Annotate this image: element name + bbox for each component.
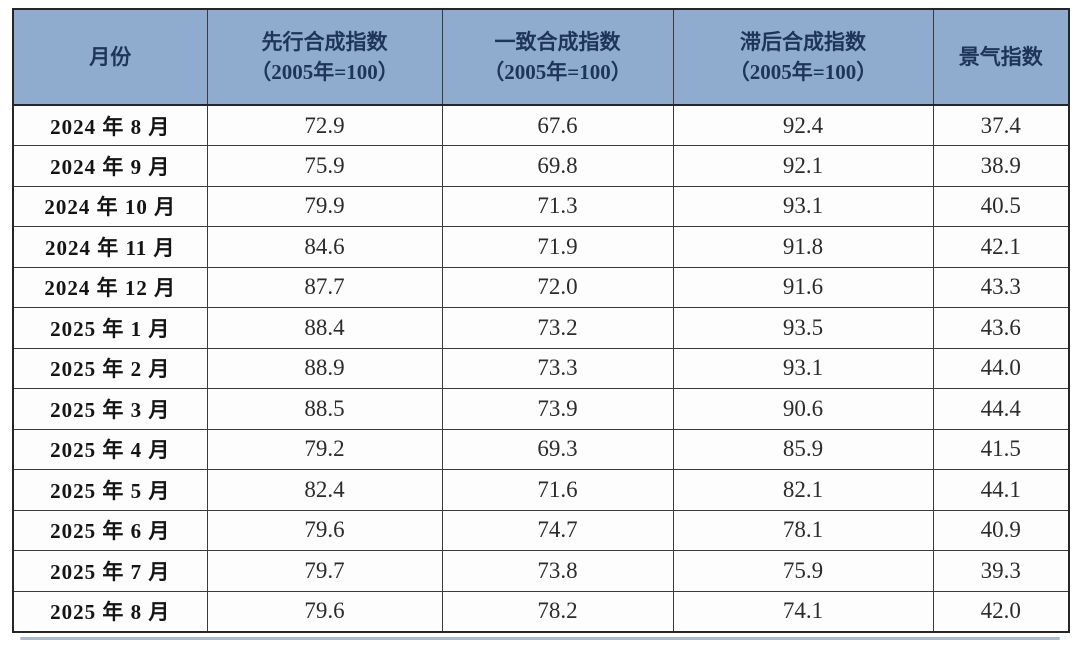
value-cell: 40.9 xyxy=(932,509,1070,551)
col-header-prosperity-label: 景气指数 xyxy=(958,44,1043,69)
value-cell: 88.5 xyxy=(206,388,443,430)
month-cell: 2025 年 8 月 xyxy=(12,590,208,632)
table-row: 2025 年 4 月 79.2 69.3 85.9 41.5 xyxy=(12,428,1070,470)
month-cell: 2025 年 6 月 xyxy=(12,509,208,551)
value-cell: 41.5 xyxy=(932,428,1070,470)
month-cell: 2025 年 4 月 xyxy=(12,428,208,470)
value-cell: 79.6 xyxy=(206,509,443,551)
value-cell: 43.3 xyxy=(932,266,1070,308)
value-cell: 92.1 xyxy=(672,145,934,187)
value-cell: 72.0 xyxy=(441,266,674,308)
month-cell: 2024 年 10 月 xyxy=(12,185,208,227)
month-cell: 2024 年 8 月 xyxy=(12,104,208,146)
table-row: 2024 年 12 月 87.7 72.0 91.6 43.3 xyxy=(12,266,1070,308)
value-cell: 44.0 xyxy=(932,347,1070,389)
value-cell: 87.7 xyxy=(206,266,443,308)
value-cell: 43.6 xyxy=(932,307,1070,349)
value-cell: 74.7 xyxy=(441,509,674,551)
value-cell: 88.4 xyxy=(206,307,443,349)
value-cell: 85.9 xyxy=(672,428,934,470)
value-cell: 79.6 xyxy=(206,590,443,632)
value-cell: 93.1 xyxy=(672,185,934,227)
col-header-month: 月份 xyxy=(12,8,208,106)
value-cell: 93.1 xyxy=(672,347,934,389)
value-cell: 84.6 xyxy=(206,226,443,268)
table-row: 2024 年 11 月 84.6 71.9 91.8 42.1 xyxy=(12,226,1070,268)
table-row: 2024 年 9 月 75.9 69.8 92.1 38.9 xyxy=(12,145,1070,187)
col-header-lagging-sublabel: （2005年=100） xyxy=(728,60,878,84)
value-cell: 92.4 xyxy=(672,104,934,146)
value-cell: 39.3 xyxy=(932,550,1070,592)
value-cell: 69.3 xyxy=(441,428,674,470)
value-cell: 42.0 xyxy=(932,590,1070,632)
value-cell: 42.1 xyxy=(932,226,1070,268)
col-header-coincident-sublabel: （2005年=100） xyxy=(483,60,632,84)
value-cell: 73.2 xyxy=(441,307,674,349)
value-cell: 73.9 xyxy=(441,388,674,430)
table-row: 2025 年 3 月 88.5 73.9 90.6 44.4 xyxy=(12,388,1070,430)
col-header-leading-label: 先行合成指数 xyxy=(261,29,388,54)
col-header-month-label: 月份 xyxy=(89,44,132,69)
col-header-coincident-index: 一致合成指数 （2005年=100） xyxy=(441,8,674,106)
table-row: 2025 年 7 月 79.7 73.8 75.9 39.3 xyxy=(12,550,1070,592)
month-cell: 2025 年 7 月 xyxy=(12,550,208,592)
table-row: 2024 年 10 月 79.9 71.3 93.1 40.5 xyxy=(12,185,1070,227)
header-row: 月份 先行合成指数 （2005年=100） 一致合成指数 （2005年=100）… xyxy=(12,8,1070,106)
col-header-prosperity-index: 景气指数 xyxy=(932,8,1070,106)
table-row: 2025 年 6 月 79.6 74.7 78.1 40.9 xyxy=(12,509,1070,551)
value-cell: 40.5 xyxy=(932,185,1070,227)
table-row: 2025 年 5 月 82.4 71.6 82.1 44.1 xyxy=(12,469,1070,511)
value-cell: 82.4 xyxy=(206,469,443,511)
month-cell: 2025 年 3 月 xyxy=(12,388,208,430)
month-cell: 2025 年 2 月 xyxy=(12,347,208,389)
table-row: 2025 年 8 月 79.6 78.2 74.1 42.0 xyxy=(12,590,1070,632)
table-body: 2024 年 8 月 72.9 67.6 92.4 37.4 2024 年 9 月 75.9… xyxy=(12,104,1070,632)
value-cell: 91.8 xyxy=(672,226,934,268)
value-cell: 75.9 xyxy=(672,550,934,592)
value-cell: 71.9 xyxy=(441,226,674,268)
value-cell: 93.5 xyxy=(672,307,934,349)
value-cell: 79.7 xyxy=(206,550,443,592)
value-cell: 72.9 xyxy=(206,104,443,146)
value-cell: 69.8 xyxy=(441,145,674,187)
table-row: 2025 年 1 月 88.4 73.2 93.5 43.6 xyxy=(12,307,1070,349)
col-header-lagging-label: 滞后合成指数 xyxy=(740,29,866,54)
col-header-leading-index: 先行合成指数 （2005年=100） xyxy=(206,8,443,106)
value-cell: 71.6 xyxy=(441,469,674,511)
value-cell: 91.6 xyxy=(672,266,934,308)
value-cell: 38.9 xyxy=(932,145,1070,187)
value-cell: 73.3 xyxy=(441,347,674,389)
value-cell: 79.9 xyxy=(206,185,443,227)
value-cell: 75.9 xyxy=(206,145,443,187)
table-row: 2024 年 8 月 72.9 67.6 92.4 37.4 xyxy=(12,104,1070,146)
month-cell: 2024 年 11 月 xyxy=(12,226,208,268)
month-cell: 2025 年 5 月 xyxy=(12,469,208,511)
month-cell: 2024 年 12 月 xyxy=(12,266,208,308)
table-row: 2025 年 2 月 88.9 73.3 93.1 44.0 xyxy=(12,347,1070,389)
col-header-lagging-index: 滞后合成指数 （2005年=100） xyxy=(672,8,934,106)
value-cell: 44.1 xyxy=(932,469,1070,511)
value-cell: 79.2 xyxy=(206,428,443,470)
bottom-divider xyxy=(20,636,1060,640)
value-cell: 82.1 xyxy=(672,469,934,511)
index-table: 月份 先行合成指数 （2005年=100） 一致合成指数 （2005年=100）… xyxy=(12,8,1070,633)
value-cell: 37.4 xyxy=(932,104,1070,146)
value-cell: 73.8 xyxy=(441,550,674,592)
value-cell: 90.6 xyxy=(672,388,934,430)
value-cell: 78.2 xyxy=(441,590,674,632)
value-cell: 44.4 xyxy=(932,388,1070,430)
col-header-coincident-label: 一致合成指数 xyxy=(494,29,621,54)
month-cell: 2024 年 9 月 xyxy=(12,145,208,187)
month-cell: 2025 年 1 月 xyxy=(12,307,208,349)
col-header-leading-sublabel: （2005年=100） xyxy=(250,60,399,84)
value-cell: 74.1 xyxy=(672,590,934,632)
value-cell: 88.9 xyxy=(206,347,443,389)
value-cell: 67.6 xyxy=(441,104,674,146)
value-cell: 71.3 xyxy=(441,185,674,227)
value-cell: 78.1 xyxy=(672,509,934,551)
